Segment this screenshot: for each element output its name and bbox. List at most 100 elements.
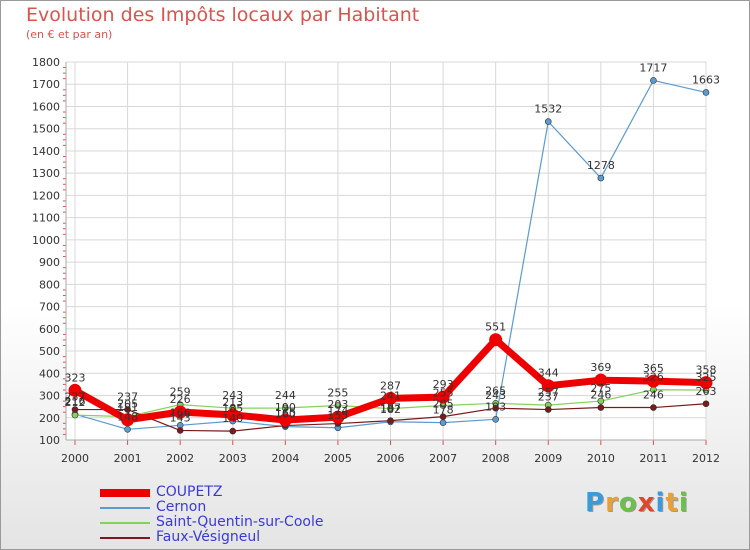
data-label-saint-quentin-sur-coole: 265 — [485, 384, 506, 397]
legend-swatch — [100, 522, 150, 524]
data-point-faux-v-signeul — [229, 427, 237, 435]
data-point-coupetz — [226, 408, 240, 422]
legend-label: Faux-Vésigneul — [156, 529, 261, 545]
data-label-cernon: 1717 — [639, 61, 667, 74]
data-point-coupetz — [489, 333, 503, 347]
data-label-faux-v-signeul: 246 — [643, 389, 664, 402]
data-label-faux-v-signeul: 237 — [65, 391, 86, 404]
y-tick-label: 100 — [39, 434, 60, 447]
data-label-faux-v-signeul: 205 — [433, 398, 454, 411]
logo-letter: r — [605, 488, 619, 518]
data-label-cernon: 166 — [170, 406, 191, 419]
data-point-coupetz — [384, 391, 397, 405]
x-tick-label: 2011 — [639, 452, 667, 465]
data-label-faux-v-signeul: 237 — [117, 391, 138, 404]
legend-item-saint-quentin-sur-coole: Saint-Quentin-sur-Coole — [100, 514, 360, 530]
chart-subtitle: (en € et par an) — [26, 28, 113, 41]
data-point-saint-quentin-sur-coole — [282, 404, 289, 412]
x-tick-label: 2001 — [114, 452, 142, 465]
legend-item-coupetz: COUPETZ — [100, 484, 360, 500]
data-label-saint-quentin-sur-coole: 325 — [696, 371, 717, 384]
data-label-faux-v-signeul: 174 — [327, 405, 348, 418]
data-point-cernon — [597, 174, 605, 182]
data-point-faux-v-signeul — [176, 427, 184, 434]
data-label-cernon: 178 — [433, 404, 454, 417]
legend-swatch — [100, 507, 150, 509]
data-label-saint-quentin-sur-coole: 255 — [433, 387, 454, 400]
logo-letter: P — [585, 488, 606, 518]
legend-item-faux-v-signeul: Faux-Vésigneul — [100, 529, 360, 545]
data-point-faux-v-signeul — [492, 404, 499, 412]
data-label-coupetz: 369 — [590, 361, 611, 374]
logo-letter: i — [655, 488, 666, 518]
data-point-faux-v-signeul — [439, 413, 447, 420]
chart-title: Evolution des Impôts locaux par Habitant — [26, 4, 420, 26]
y-tick-label: 1500 — [32, 123, 60, 136]
data-point-saint-quentin-sur-coole — [597, 397, 605, 405]
data-point-cernon — [650, 77, 657, 84]
logo-letter: x — [637, 488, 656, 518]
data-point-coupetz — [68, 383, 82, 397]
data-label-faux-v-signeul: 165 — [275, 407, 296, 420]
data-point-faux-v-signeul — [544, 406, 552, 413]
data-label-saint-quentin-sur-coole: 326 — [643, 371, 664, 384]
data-point-faux-v-signeul — [71, 406, 79, 413]
y-tick-label: 1800 — [32, 56, 60, 69]
data-point-faux-v-signeul — [124, 406, 131, 413]
data-label-faux-v-signeul: 140 — [222, 412, 243, 425]
data-label-coupetz: 191 — [117, 401, 138, 414]
data-label-cernon: 160 — [275, 408, 296, 421]
data-label-coupetz: 323 — [65, 371, 86, 384]
data-point-cernon — [124, 426, 131, 433]
y-tick-label: 700 — [39, 301, 60, 314]
data-label-cernon: 182 — [380, 403, 401, 416]
y-tick-label: 900 — [39, 256, 60, 269]
x-tick-label: 2002 — [166, 452, 194, 465]
x-tick-label: 2012 — [692, 452, 720, 465]
data-label-faux-v-signeul: 187 — [380, 402, 401, 415]
data-point-coupetz — [541, 379, 555, 393]
data-point-faux-v-signeul — [387, 417, 394, 424]
data-label-faux-v-signeul: 243 — [485, 389, 506, 402]
data-point-cernon — [544, 118, 552, 125]
y-tick-label: 1000 — [32, 234, 60, 247]
data-point-cernon — [439, 419, 447, 426]
data-point-coupetz — [646, 374, 660, 388]
data-label-saint-quentin-sur-coole: 259 — [170, 386, 191, 399]
data-label-saint-quentin-sur-coole: 241 — [380, 390, 401, 403]
y-tick-label: 800 — [39, 278, 60, 291]
data-point-saint-quentin-sur-coole — [71, 411, 79, 419]
data-point-faux-v-signeul — [702, 400, 710, 408]
x-tick-label: 2000 — [61, 452, 89, 465]
legend-label: Saint-Quentin-sur-Coole — [156, 514, 324, 530]
data-label-coupetz: 287 — [380, 379, 401, 392]
data-label-cernon: 1532 — [534, 103, 562, 116]
legend-swatch — [100, 489, 150, 497]
data-label-cernon: 148 — [117, 410, 138, 423]
legend-label: COUPETZ — [156, 484, 223, 500]
y-tick-label: 1400 — [32, 145, 60, 158]
legend-label: Cernon — [156, 499, 207, 515]
data-label-cernon: 185 — [222, 402, 243, 415]
data-point-cernon — [492, 416, 499, 423]
data-label-coupetz: 226 — [170, 393, 191, 406]
data-point-cernon — [702, 89, 710, 96]
data-label-cernon: 193 — [485, 400, 506, 413]
x-tick-label: 2010 — [587, 452, 615, 465]
y-tick-label: 1700 — [32, 78, 60, 91]
data-point-coupetz — [699, 376, 713, 390]
data-label-coupetz: 365 — [643, 362, 664, 375]
data-point-saint-quentin-sur-coole — [334, 402, 342, 409]
data-label-saint-quentin-sur-coole: 275 — [590, 382, 611, 395]
data-label-saint-quentin-sur-coole: 212 — [65, 396, 86, 409]
x-tick-label: 2003 — [219, 452, 247, 465]
proxiti-logo: Proxiti — [585, 488, 689, 518]
data-label-cernon: 155 — [327, 409, 348, 422]
y-tick-label: 500 — [39, 345, 60, 358]
y-tick-label: 300 — [39, 390, 60, 403]
data-point-faux-v-signeul — [650, 404, 657, 411]
data-label-coupetz: 213 — [222, 396, 243, 409]
y-tick-label: 400 — [39, 367, 60, 380]
data-label-faux-v-signeul: 143 — [170, 411, 191, 424]
data-label-saint-quentin-sur-coole: 243 — [222, 389, 243, 402]
